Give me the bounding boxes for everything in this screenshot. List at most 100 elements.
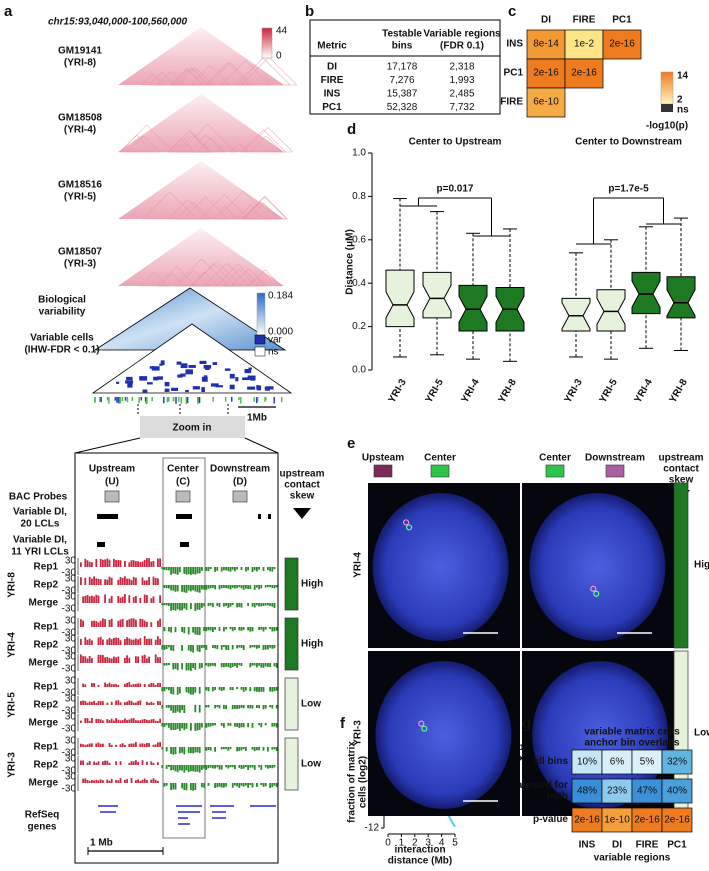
track-bar	[115, 744, 117, 747]
track-bar	[150, 701, 153, 705]
track-bar	[135, 720, 137, 723]
track-bar	[218, 585, 221, 590]
track-bar	[205, 627, 208, 632]
track-bar	[170, 603, 172, 611]
track-bar	[196, 627, 199, 635]
track-bar	[137, 761, 139, 765]
track-bar	[269, 783, 271, 788]
track-bar	[198, 645, 201, 653]
strip-mark	[116, 397, 118, 403]
y-tick-label: 0.4	[352, 278, 366, 289]
track-bar	[264, 765, 267, 768]
track-bar	[84, 700, 87, 705]
track-bar	[194, 687, 197, 693]
variable-cell	[188, 365, 196, 368]
x-tick-label: YRI-8	[668, 377, 691, 405]
sample-name: GM19141	[58, 46, 102, 57]
heatmap-domain	[211, 206, 239, 220]
replicate-label: Rep1	[34, 562, 59, 573]
track-bar	[209, 585, 212, 589]
track-bar	[97, 701, 100, 705]
track-bar	[128, 578, 131, 585]
track-bar	[223, 723, 225, 728]
strip-mark	[99, 397, 101, 402]
track-bar	[104, 657, 106, 663]
strip-mark	[273, 397, 275, 404]
track-bar	[80, 743, 82, 747]
track-bar	[264, 723, 267, 726]
track-bar	[99, 620, 102, 627]
strip-mark	[126, 397, 129, 403]
variable-cell	[177, 374, 183, 378]
track-bar	[135, 702, 137, 705]
heatmap-domain	[235, 57, 291, 86]
track-bar	[119, 576, 122, 585]
track-bar	[130, 560, 133, 567]
group-title: Center to Downstream	[575, 137, 682, 148]
track-bar	[218, 627, 221, 631]
track-bar	[165, 687, 168, 690]
track-bar	[157, 657, 159, 663]
track-bar	[251, 783, 254, 788]
variable-cell	[212, 362, 218, 365]
y-tick-label: -12	[365, 823, 380, 834]
track-bar	[93, 596, 95, 603]
track-bar	[203, 765, 205, 769]
track-bar	[249, 705, 252, 709]
track-bar	[179, 765, 181, 771]
track-bar	[181, 705, 183, 711]
track-bar	[218, 765, 221, 770]
panel-letter: g	[522, 715, 531, 732]
track-bar	[236, 645, 238, 649]
table-cell: 52,328	[387, 102, 418, 113]
track-bar	[187, 585, 190, 591]
track-bar	[115, 637, 117, 645]
variable-cell	[248, 367, 252, 370]
track-bar	[242, 747, 245, 750]
track-bar	[172, 687, 175, 695]
track-bar	[128, 562, 131, 567]
overlap-cell	[661, 749, 693, 775]
track-bar	[242, 627, 245, 630]
track-bar	[132, 618, 135, 627]
box	[422, 271, 452, 319]
track-bar	[143, 580, 146, 585]
track-bar	[154, 577, 157, 585]
track-bar	[181, 663, 183, 670]
track-bar	[225, 585, 227, 589]
track-bar	[135, 780, 137, 783]
sample-id: (YRI-8)	[64, 58, 96, 69]
vardi-region	[258, 514, 261, 519]
track-bar	[238, 645, 241, 648]
track-bar	[146, 658, 148, 663]
track-bar	[110, 684, 113, 687]
track-bar	[124, 683, 126, 687]
track-bar	[194, 603, 197, 611]
matrix-col: FIRE	[573, 15, 596, 26]
track-bar	[95, 621, 98, 627]
track-bar	[236, 585, 238, 589]
track-bar	[264, 603, 267, 606]
x-tick-label: 5	[452, 838, 458, 849]
track-bar	[205, 723, 208, 728]
track-tick: -30	[62, 664, 77, 675]
table-cell: FIRE	[321, 75, 344, 86]
sample-id: (YRI-3)	[64, 259, 96, 270]
track-bar	[150, 622, 153, 627]
track-bar	[207, 705, 210, 708]
track-bar	[132, 683, 135, 687]
track-tick: -30	[62, 646, 77, 657]
track-bar	[181, 723, 183, 729]
track-bar	[220, 783, 223, 788]
track-bar	[236, 567, 238, 570]
track-bar	[99, 743, 102, 747]
track-bar	[253, 645, 256, 648]
track-bar	[170, 627, 172, 633]
track-bar	[170, 585, 172, 591]
track-bar	[163, 645, 166, 650]
track-bar	[168, 765, 170, 768]
track-bar	[227, 567, 230, 572]
track-bar	[231, 645, 234, 650]
track-bar	[108, 559, 111, 567]
image-row-label: YRI-4	[353, 552, 364, 578]
